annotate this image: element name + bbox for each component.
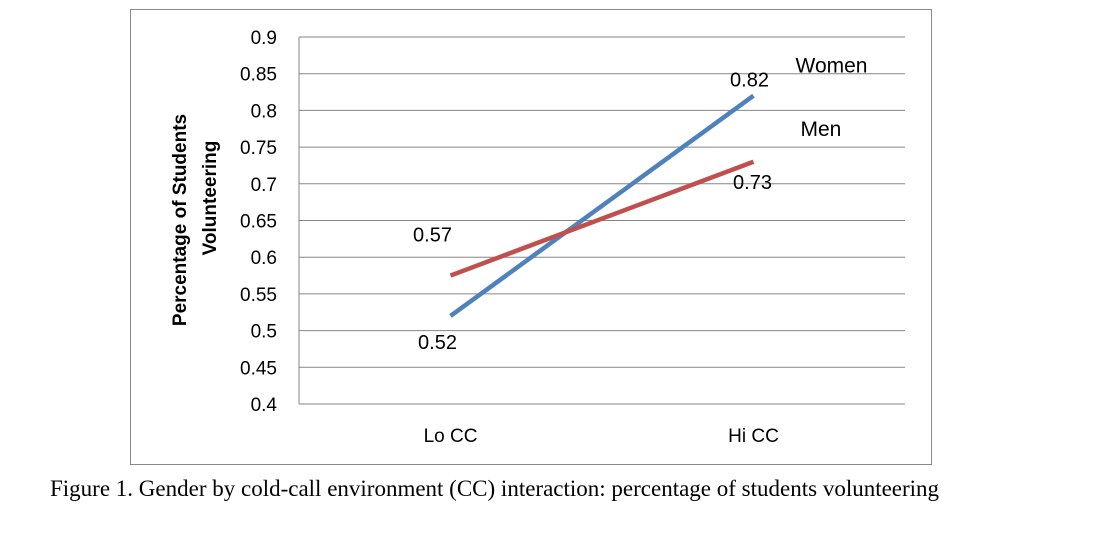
data-label-men: 0.73 — [733, 172, 772, 194]
y-tick-label: 0.85 — [240, 65, 277, 86]
data-labels: 0.52 0.82 Women 0.57 0.73 Men — [413, 55, 867, 354]
x-category-label: Hi CC — [728, 426, 779, 447]
y-axis-title-line: Percentage of Students — [170, 114, 191, 326]
y-tick-label: 0.4 — [251, 395, 278, 416]
data-label-men: 0.57 — [413, 225, 452, 247]
x-category-label: Lo CC — [424, 426, 478, 447]
series-line-men — [449, 159, 755, 278]
data-label-women: 0.82 — [730, 70, 769, 92]
y-tick-label: 0.75 — [240, 138, 277, 159]
y-axis-title-line: Volunteering — [200, 141, 221, 256]
data-label-women: 0.52 — [418, 332, 457, 354]
series-name-label-women: Women — [796, 55, 868, 78]
line-chart: 0.9 0.85 0.8 0.75 0.7 0.65 0.6 0.55 0.5 0.45 0.4 L… — [170, 28, 905, 447]
y-tick-label: 0.5 — [251, 322, 277, 343]
y-tick-label: 0.65 — [240, 212, 277, 233]
x-category-labels: Lo CC Hi CC — [424, 426, 779, 447]
figure-caption: Figure 1. Gender by cold-call environmen… — [50, 476, 940, 501]
y-axis-title-group: Percentage of Students Volunteering — [170, 114, 221, 326]
y-tick-label: 0.6 — [251, 248, 277, 269]
y-tick-label: 0.8 — [251, 101, 277, 122]
series-name-label-men: Men — [801, 118, 842, 141]
y-tick-label: 0.55 — [240, 285, 277, 306]
series-lines — [449, 93, 755, 318]
series-line-women — [449, 93, 755, 318]
y-tick-label: 0.9 — [251, 28, 277, 49]
y-axis-title: Percentage of Students Volunteering — [170, 114, 221, 326]
y-tick-label: 0.7 — [251, 175, 277, 196]
chart-frame: 0.9 0.85 0.8 0.75 0.7 0.65 0.6 0.55 0.5 0.45 0.4 L… — [130, 9, 932, 465]
y-tick-label: 0.45 — [240, 358, 277, 379]
y-tick-labels: 0.9 0.85 0.8 0.75 0.7 0.65 0.6 0.55 0.5 0.45 0.4 — [240, 28, 277, 416]
